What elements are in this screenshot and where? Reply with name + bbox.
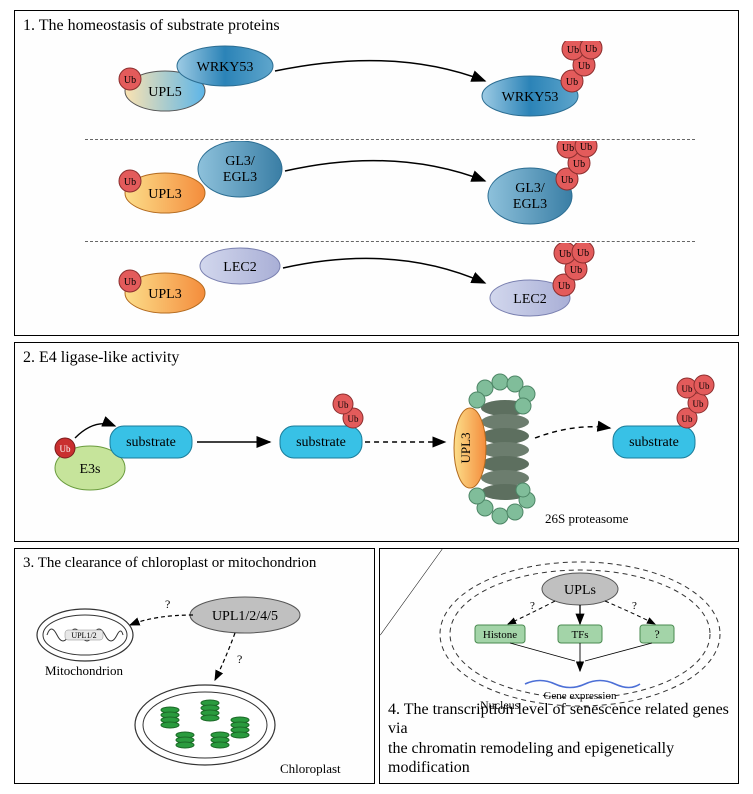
svg-text:UPL1/2: UPL1/2 bbox=[71, 631, 96, 640]
svg-text:TFs: TFs bbox=[571, 629, 588, 641]
svg-text:?: ? bbox=[530, 600, 535, 612]
svg-text:GL3/: GL3/ bbox=[515, 181, 545, 196]
row2-svg: UPL3 Ub GL3/ EGL3 GL3/ EGL3 Ub Ub Ub Ub bbox=[15, 141, 740, 236]
svg-text:Ub: Ub bbox=[124, 75, 136, 86]
svg-text:UPLs: UPLs bbox=[564, 583, 596, 598]
svg-text:substrate: substrate bbox=[629, 435, 679, 450]
svg-text:Ub: Ub bbox=[567, 45, 579, 56]
svg-text:Ub: Ub bbox=[559, 249, 571, 260]
panel-3: 3. The clearance of chloroplast or mitoc… bbox=[14, 548, 375, 784]
svg-text:Ub: Ub bbox=[562, 143, 574, 154]
svg-text:UPL3: UPL3 bbox=[148, 287, 181, 302]
panel4-title: 4. The transcription level of senescence… bbox=[388, 700, 730, 777]
panel-1: 1. The homeostasis of substrate proteins… bbox=[14, 10, 739, 336]
row3-svg: UPL3 Ub LEC2 LEC2 Ub Ub Ub Ub bbox=[15, 243, 740, 333]
svg-text:Ub: Ub bbox=[573, 159, 585, 170]
panel2-title: 2. E4 ligase-like activity bbox=[23, 349, 179, 367]
divider2 bbox=[85, 241, 695, 242]
svg-text:?: ? bbox=[632, 600, 637, 612]
svg-text:substrate: substrate bbox=[296, 435, 346, 450]
svg-text:Histone: Histone bbox=[483, 629, 517, 641]
svg-text:LEC2: LEC2 bbox=[513, 292, 546, 307]
svg-text:Ub: Ub bbox=[348, 414, 359, 424]
svg-text:?: ? bbox=[237, 652, 242, 666]
panel3-svg: UPL1/2/4/5 ? ? UPL1/2 Mitochondrion Chlo… bbox=[15, 575, 376, 785]
svg-text:Chloroplast: Chloroplast bbox=[280, 761, 341, 776]
panel1-title: 1. The homeostasis of substrate proteins bbox=[23, 17, 280, 35]
svg-text:?: ? bbox=[654, 627, 659, 641]
svg-text:Ub: Ub bbox=[699, 381, 710, 391]
svg-text:Ub: Ub bbox=[577, 248, 589, 259]
svg-text:LEC2: LEC2 bbox=[223, 260, 256, 275]
svg-text:Ub: Ub bbox=[578, 61, 590, 72]
panel-4: UPLs ? ? Histone TFs ? Gene expression N… bbox=[379, 548, 739, 784]
svg-text:?: ? bbox=[165, 597, 170, 611]
svg-text:UPL3: UPL3 bbox=[148, 187, 181, 202]
svg-text:UPL5: UPL5 bbox=[148, 85, 181, 100]
divider1 bbox=[85, 139, 695, 140]
svg-text:WRKY53: WRKY53 bbox=[502, 90, 559, 105]
svg-text:Ub: Ub bbox=[682, 384, 693, 394]
svg-text:EGL3: EGL3 bbox=[223, 170, 257, 185]
svg-text:EGL3: EGL3 bbox=[513, 197, 547, 212]
svg-text:Ub: Ub bbox=[580, 142, 592, 153]
panel3-title: 3. The clearance of chloroplast or mitoc… bbox=[23, 555, 316, 572]
svg-text:Ub: Ub bbox=[124, 177, 136, 188]
svg-text:Ub: Ub bbox=[693, 399, 704, 409]
svg-text:substrate: substrate bbox=[126, 435, 176, 450]
svg-text:26S proteasome: 26S proteasome bbox=[545, 511, 629, 526]
svg-text:GL3/: GL3/ bbox=[225, 154, 255, 169]
panel4-title-line2: the chromatin remodeling and epigenetica… bbox=[388, 740, 674, 776]
row1-svg: UPL5 Ub WRKY53 WRKY53 Ub Ub Ub Ub bbox=[15, 41, 740, 131]
svg-text:UPL3: UPL3 bbox=[458, 432, 473, 463]
svg-text:Ub: Ub bbox=[682, 414, 693, 424]
svg-text:Ub: Ub bbox=[585, 44, 597, 55]
svg-text:E3s: E3s bbox=[80, 462, 101, 477]
svg-text:Mitochondrion: Mitochondrion bbox=[45, 663, 123, 678]
svg-text:Ub: Ub bbox=[558, 281, 570, 292]
panel2-svg: E3s Ub substrate substrate Ub Ub bbox=[15, 368, 740, 543]
svg-text:Ub: Ub bbox=[338, 400, 349, 410]
svg-text:Ub: Ub bbox=[561, 175, 573, 186]
panel4-title-line1: 4. The transcription level of senescence… bbox=[388, 701, 729, 737]
panel-2: 2. E4 ligase-like activity E3s Ub substr… bbox=[14, 342, 739, 542]
svg-text:Ub: Ub bbox=[60, 444, 71, 454]
svg-text:Ub: Ub bbox=[570, 265, 582, 276]
svg-text:Ub: Ub bbox=[566, 77, 578, 88]
svg-text:WRKY53: WRKY53 bbox=[197, 60, 254, 75]
svg-text:UPL1/2/4/5: UPL1/2/4/5 bbox=[212, 609, 278, 624]
svg-text:Ub: Ub bbox=[124, 277, 136, 288]
